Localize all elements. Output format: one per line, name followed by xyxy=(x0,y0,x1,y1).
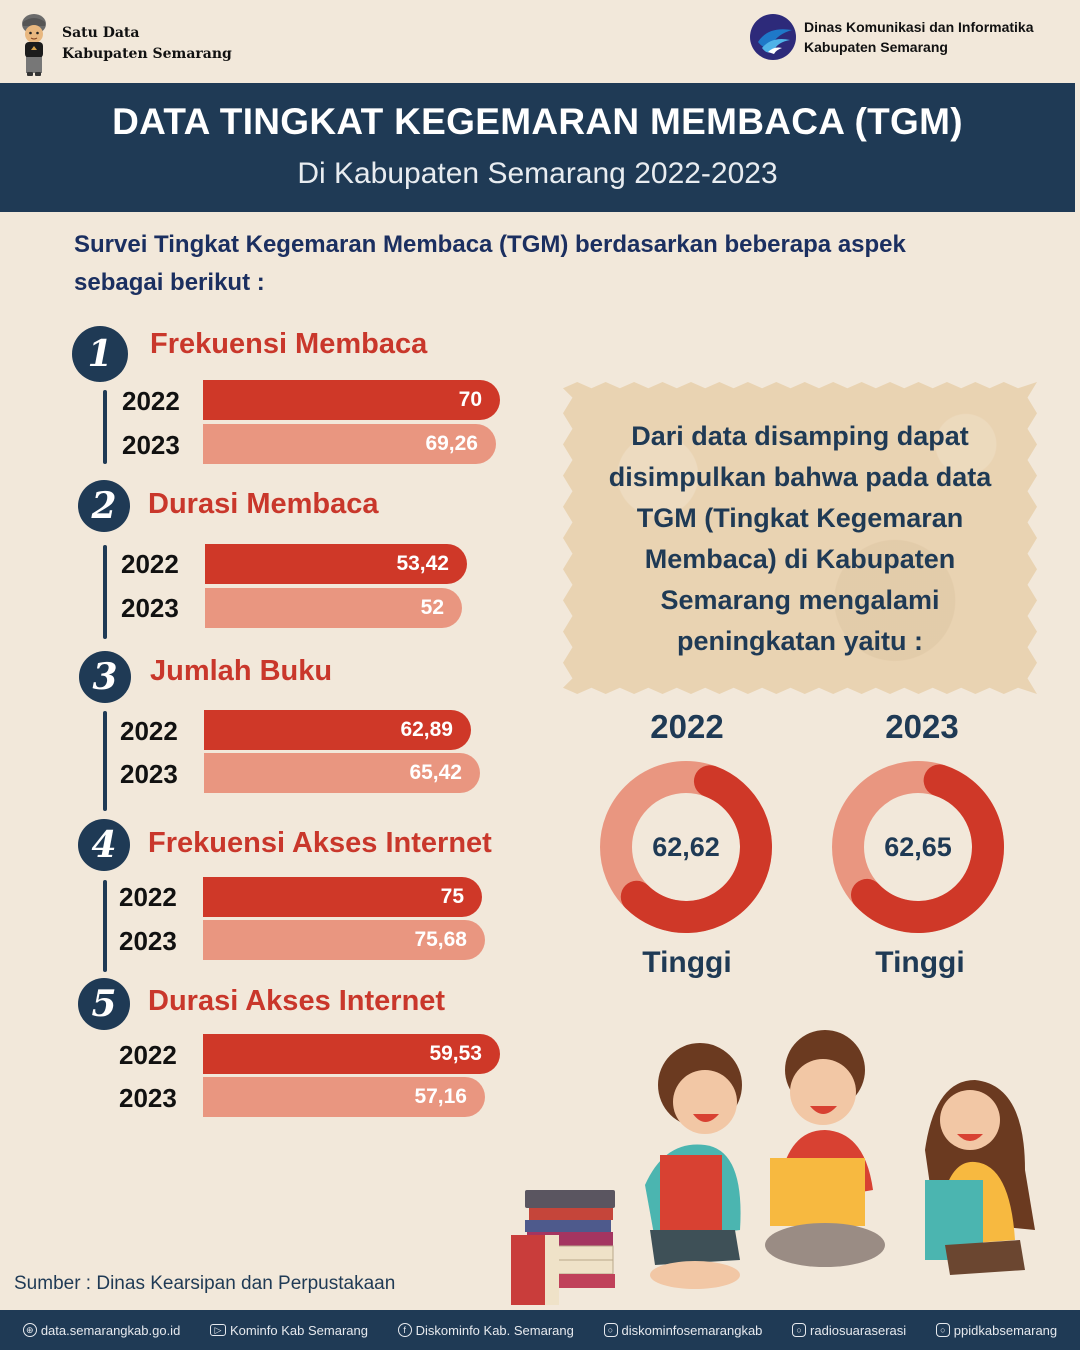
bar-2022: 53,42 xyxy=(205,544,467,584)
conclusion-line: Semarang mengalami xyxy=(660,585,940,615)
aspect-number-badge: 3 xyxy=(79,651,131,703)
donut-value: 62,65 xyxy=(884,832,952,862)
instagram-icon: ○ xyxy=(935,1323,950,1337)
bar-2023: 57,16 xyxy=(203,1077,485,1117)
footer-link-label: ppidkabsemarang xyxy=(953,1322,1058,1338)
footer-link-facebook[interactable]: f Diskominfo Kab. Semarang xyxy=(397,1322,574,1338)
year-label: 2022 xyxy=(119,1040,177,1070)
conclusion-line: disimpulkan bahwa pada data xyxy=(608,462,992,492)
donut-chart-2022: 62,62 xyxy=(600,761,772,933)
kominfo-globe-icon xyxy=(750,14,796,60)
footer-bar: ⊕ data.semarangkab.go.id ▷ Kominfo Kab S… xyxy=(0,1310,1080,1350)
brand-left-line2: Kabupaten Semarang xyxy=(62,46,232,62)
footer-link-label: Diskominfo Kab. Semarang xyxy=(415,1322,574,1338)
aspect-title: Durasi Membaca xyxy=(148,488,379,520)
footer-link-instagram[interactable]: ○ diskominfosemarangkab xyxy=(603,1322,763,1338)
bar-2022: 59,53 xyxy=(203,1034,500,1074)
header-banner: DATA TINGKAT KEGEMARAN MEMBACA (TGM) Di … xyxy=(0,83,1075,212)
year-label: 2022 xyxy=(119,882,177,912)
conclusion-line: peningkatan yaitu : xyxy=(676,626,924,656)
boy-reading-icon xyxy=(765,1030,885,1267)
page-subtitle: Di Kabupaten Semarang 2022-2023 xyxy=(297,157,778,190)
bar-2023: 75,68 xyxy=(203,920,485,960)
donut-year-label: 2023 xyxy=(885,708,959,745)
bar-2022: 75 xyxy=(203,877,482,917)
donut-category-label: Tinggi xyxy=(642,946,732,979)
footer-link-label: Kominfo Kab Semarang xyxy=(229,1322,368,1338)
intro-text: Survei Tingkat Kegemaran Membaca (TGM) b… xyxy=(74,231,906,296)
donut-category-label: Tinggi xyxy=(875,946,965,979)
aspect-title: Frekuensi Akses Internet xyxy=(148,827,492,859)
aspect-title: Durasi Akses Internet xyxy=(148,985,446,1017)
year-label: 2023 xyxy=(120,759,178,789)
timeline-line xyxy=(103,711,107,811)
bar-2022: 62,89 xyxy=(204,710,471,750)
timeline-line xyxy=(103,545,107,639)
instagram-icon: ○ xyxy=(792,1323,807,1337)
donut-value: 62,62 xyxy=(652,832,720,862)
brand-left-line1: Satu Data xyxy=(62,25,140,41)
bar-2023: 65,42 xyxy=(204,753,480,793)
conclusion-line: Membaca) di Kabupaten xyxy=(644,544,956,574)
year-label: 2023 xyxy=(119,926,177,956)
aspect-title: Frekuensi Membaca xyxy=(150,328,428,360)
footer-link-label: diskominfosemarangkab xyxy=(621,1322,763,1338)
source-note: Sumber : Dinas Kearsipan dan Perpustakaa… xyxy=(14,1273,396,1294)
bar-2023: 52 xyxy=(205,588,462,628)
footer-link-label: data.semarangkab.go.id xyxy=(40,1322,181,1338)
brand-right-line2: Kabupaten Semarang xyxy=(804,39,948,55)
aspect-number-badge: 4 xyxy=(78,819,130,871)
globe-icon: ⊕ xyxy=(22,1323,37,1337)
footer-link-instagram[interactable]: ○ radiosuaraserasi xyxy=(792,1323,906,1338)
page-title: DATA TINGKAT KEGEMARAN MEMBACA (TGM) xyxy=(112,101,963,142)
girl-reading-icon xyxy=(645,1043,742,1289)
conclusion-line: Dari data disamping dapat xyxy=(631,421,969,451)
footer-link-instagram[interactable]: ○ ppidkabsemarang xyxy=(935,1322,1058,1338)
book-stack-icon xyxy=(511,1190,615,1305)
donut-chart-2023: 62,65 xyxy=(832,761,1004,934)
year-label: 2022 xyxy=(120,716,178,746)
facebook-icon: f xyxy=(397,1323,412,1337)
bar-2022: 70 xyxy=(203,380,500,420)
conclusion-line: TGM (Tingkat Kegemaran xyxy=(636,503,964,533)
year-label: 2023 xyxy=(119,1083,177,1113)
brand-right-line1: Dinas Komunikasi dan Informatika xyxy=(804,19,1034,35)
children-reading-illustration xyxy=(511,1030,1035,1305)
bar-2023: 69,26 xyxy=(203,424,496,464)
aspect-title: Jumlah Buku xyxy=(150,655,333,687)
timeline-line xyxy=(103,390,107,464)
girl-reading-icon xyxy=(925,1080,1035,1275)
aspect-number-badge: 1 xyxy=(72,326,128,382)
year-label: 2023 xyxy=(122,430,180,460)
satu-data-logo: Satu Data Kabupaten Semarang xyxy=(14,10,232,78)
year-label: 2023 xyxy=(121,593,179,623)
youtube-icon: ▷ xyxy=(209,1324,226,1336)
kominfo-logo: Dinas Komunikasi dan Informatika Kabupat… xyxy=(748,12,1034,62)
year-label: 2022 xyxy=(122,386,180,416)
donut-year-label: 2022 xyxy=(650,708,724,745)
instagram-icon: ○ xyxy=(603,1323,618,1337)
aspect-number-badge: 5 xyxy=(78,978,130,1030)
year-label: 2022 xyxy=(121,549,179,579)
footer-link-label: radiosuaraserasi xyxy=(810,1322,907,1338)
footer-link-website[interactable]: ⊕ data.semarangkab.go.id xyxy=(22,1322,181,1338)
aspect-number-badge: 2 xyxy=(78,480,130,532)
mascot-icon xyxy=(22,14,46,76)
timeline-line xyxy=(103,880,107,972)
conclusion-card: Dari data disamping dapat disimpulkan ba… xyxy=(563,382,1037,694)
footer-link-youtube[interactable]: ▷ Kominfo Kab Semarang xyxy=(209,1322,368,1338)
